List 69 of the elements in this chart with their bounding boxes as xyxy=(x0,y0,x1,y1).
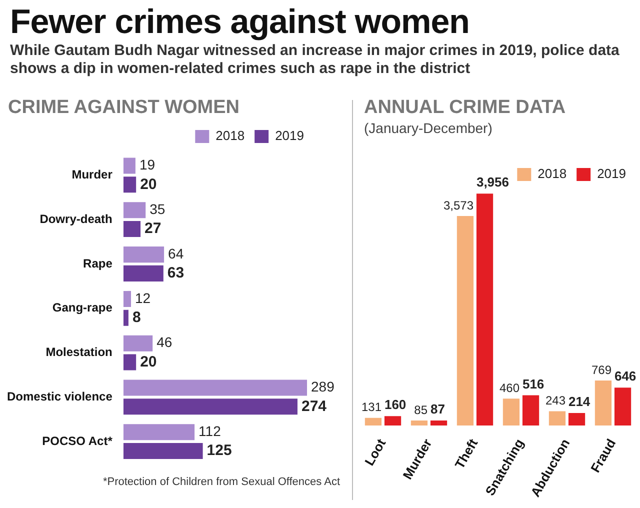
data-label: 214 xyxy=(568,394,591,410)
data-label: 769 xyxy=(592,362,612,377)
data-label: 516 xyxy=(522,376,544,392)
data-label: 85 xyxy=(414,402,428,417)
y-tick-label: POCSO Act* xyxy=(42,434,113,448)
bar xyxy=(123,158,136,174)
bar xyxy=(456,216,474,426)
bar xyxy=(614,388,632,426)
legend-label: 2018 xyxy=(538,166,567,182)
data-label: 20 xyxy=(140,176,157,193)
text: Fewer crimes against women xyxy=(10,2,470,42)
bar xyxy=(123,246,164,263)
data-label: 243 xyxy=(546,394,566,408)
bar xyxy=(123,335,153,352)
bar xyxy=(548,411,566,426)
text: *Protection of Children from Sexual Offences Act xyxy=(102,476,340,488)
bar xyxy=(123,380,308,396)
data-label: 112 xyxy=(198,423,222,440)
bar xyxy=(476,194,494,426)
bar xyxy=(384,416,402,426)
data-label: 274 xyxy=(301,398,328,415)
y-tick-label: Domestic violence xyxy=(7,390,113,404)
bar xyxy=(123,202,146,218)
data-label: 8 xyxy=(132,308,141,326)
data-label: 46 xyxy=(156,334,172,350)
data-label: 20 xyxy=(140,353,157,370)
text: While Gautam Budh Nagar witnessed an increase in major crimes in 2019, police data shows a dip in women-related crimes such as rape in the district xyxy=(10,42,620,78)
y-tick-label: Rape xyxy=(83,256,113,270)
bar xyxy=(123,354,136,370)
data-label: 19 xyxy=(139,156,156,173)
data-label: 12 xyxy=(135,290,151,306)
data-label: 646 xyxy=(614,368,636,384)
y-tick-label: Murder xyxy=(72,168,113,182)
bar xyxy=(123,398,298,415)
bar xyxy=(594,380,612,426)
data-label: 460 xyxy=(500,380,520,395)
data-label: 64 xyxy=(168,245,184,262)
data-label: 160 xyxy=(384,397,406,412)
chart-title: ANNUAL CRIME DATA xyxy=(364,96,567,120)
legend-label: 2019 xyxy=(275,128,304,144)
bar xyxy=(123,290,131,307)
data-label: 3,956 xyxy=(476,174,510,190)
bar xyxy=(123,443,203,460)
bar xyxy=(522,395,540,426)
bar xyxy=(568,413,586,426)
legend-label: 2018 xyxy=(216,128,245,144)
data-label: 131 xyxy=(362,400,382,414)
bar xyxy=(123,176,136,193)
y-tick-label: Molestation xyxy=(46,345,112,360)
bar xyxy=(123,265,164,282)
bar xyxy=(123,221,141,238)
data-label: 87 xyxy=(430,402,445,417)
y-tick-label: Gang-rape xyxy=(52,300,113,315)
chart-title: CRIME AGAINST WOMEN xyxy=(8,96,241,120)
bar xyxy=(410,420,428,426)
bar xyxy=(123,424,195,440)
bar xyxy=(430,420,448,426)
bar xyxy=(123,310,128,326)
data-label: 3,573 xyxy=(444,198,474,212)
data-label: 63 xyxy=(167,264,184,282)
chart-subtitle: (January-December) xyxy=(364,120,494,136)
data-label: 27 xyxy=(144,220,162,238)
bar xyxy=(364,418,382,426)
data-label: 125 xyxy=(206,442,232,460)
legend-label: 2019 xyxy=(597,166,626,182)
bar xyxy=(502,398,520,426)
data-label: 35 xyxy=(150,201,166,218)
data-label: 289 xyxy=(311,378,335,395)
y-tick-label: Dowry-death xyxy=(40,212,112,226)
